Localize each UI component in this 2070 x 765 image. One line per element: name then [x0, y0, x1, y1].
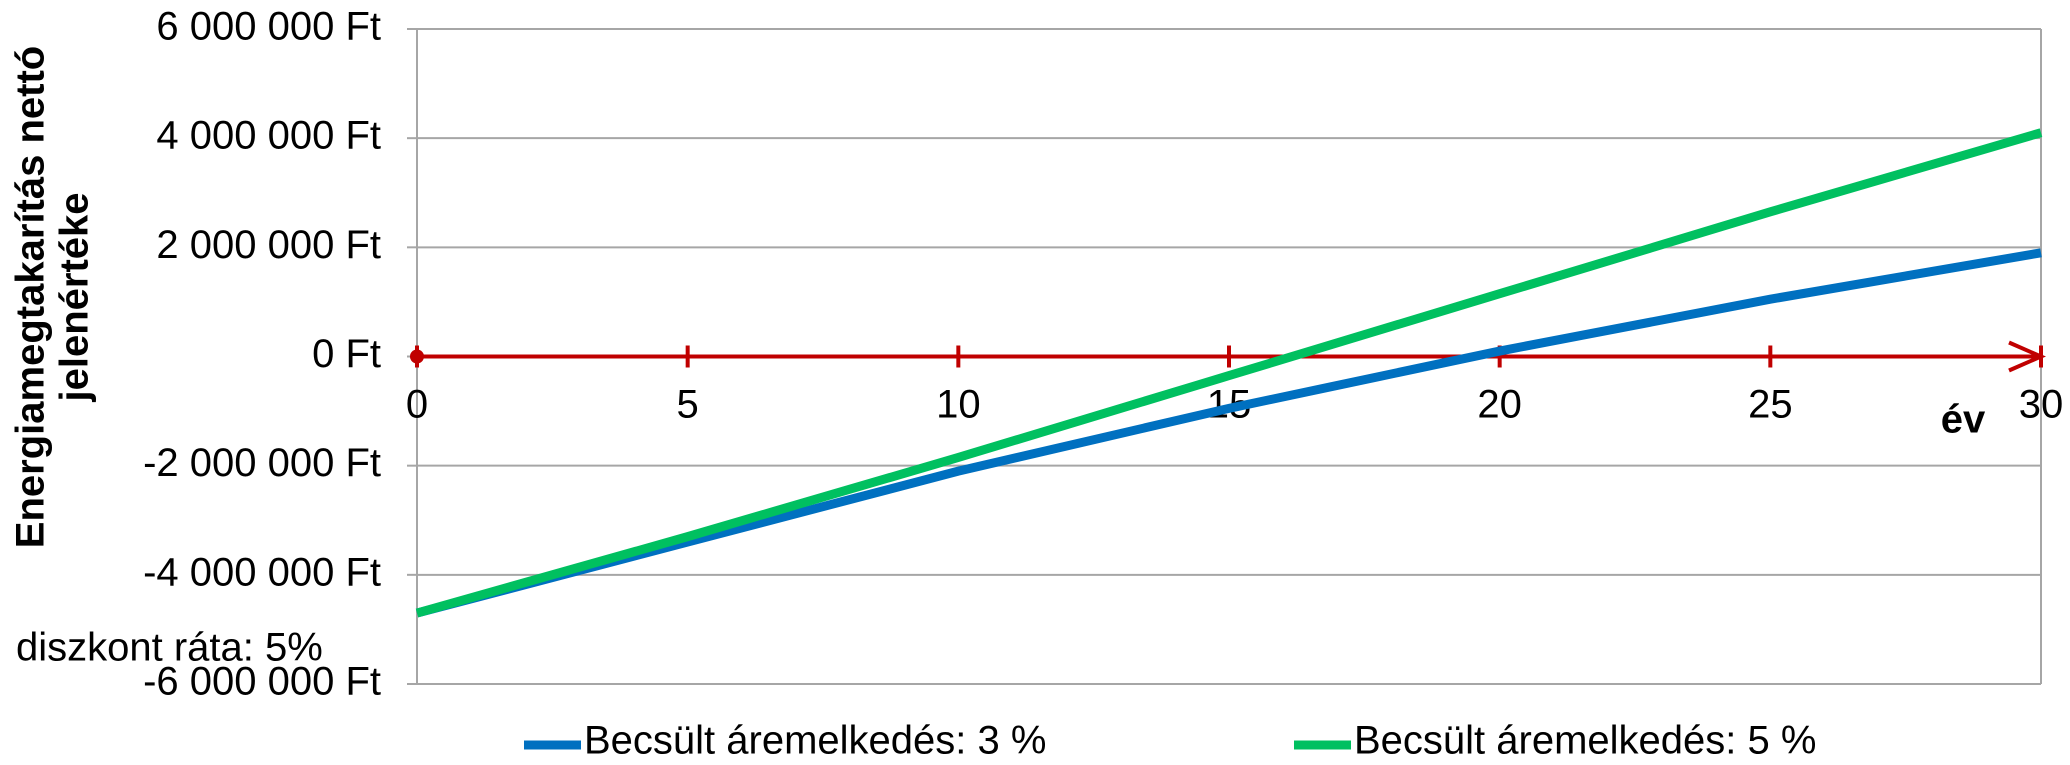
y-tick-label: -2 000 000 Ft	[143, 441, 381, 485]
series-line	[415, 248, 2042, 618]
y-axis-label-line: jelenértéke	[53, 192, 97, 402]
x-axis-label: év	[1941, 398, 1986, 442]
y-tick-label: 4 000 000 Ft	[156, 114, 381, 158]
x-tick-label: 10	[936, 383, 981, 427]
y-tick-label: -4 000 000 Ft	[143, 550, 381, 594]
y-axis-label: Energiamegtakarítás nettó jelenértéke	[9, 46, 97, 548]
x-tick-label: 30	[2019, 383, 2064, 427]
x-tick-label: 5	[677, 383, 699, 427]
x-tick-label: 0	[406, 383, 428, 427]
y-axis-label-line: Energiamegtakarítás nettó	[9, 46, 53, 548]
y-tick-label: -6 000 000 Ft	[143, 660, 381, 704]
y-tick-label: 0 Ft	[312, 332, 381, 376]
x-tick-label: 20	[1477, 383, 1522, 427]
series-line	[415, 128, 2043, 618]
annotation: diszkont ráta: 5%	[16, 626, 323, 670]
y-tick-label: 6 000 000 Ft	[156, 5, 381, 49]
y-tick-label: 2 000 000 Ft	[156, 223, 381, 267]
x-tick-label: 25	[1748, 383, 1793, 427]
legend-label: Becsült áremelkedés: 5 %	[1354, 719, 1816, 763]
legend-label: Becsült áremelkedés: 3 %	[584, 719, 1046, 763]
